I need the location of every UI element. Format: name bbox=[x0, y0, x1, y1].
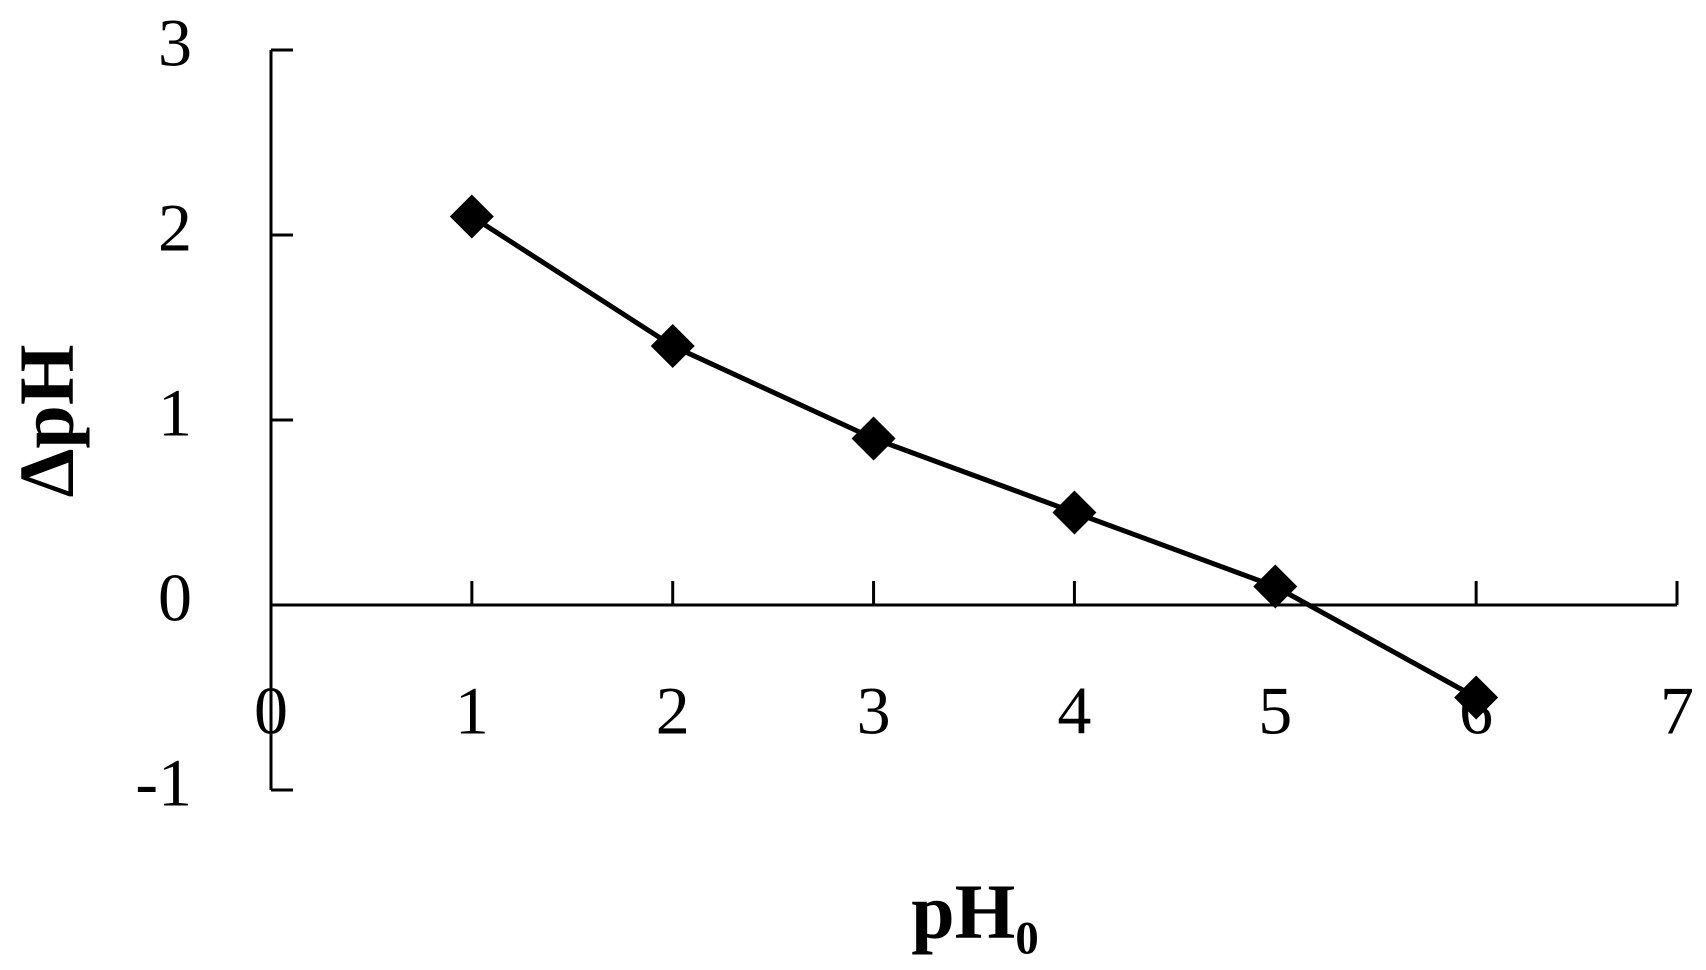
marker bbox=[650, 324, 695, 368]
marker bbox=[449, 194, 494, 239]
y-tick-label: 3 bbox=[158, 5, 192, 81]
x-tick-label: 2 bbox=[656, 673, 690, 749]
x-tick-label: 5 bbox=[1258, 673, 1292, 749]
x-axis-title: pH₀ bbox=[911, 868, 1038, 955]
x-tick-label: 4 bbox=[1057, 673, 1091, 749]
x-tick-label: 1 bbox=[455, 673, 489, 749]
y-tick-label: 1 bbox=[158, 375, 192, 451]
x-tick-label: 7 bbox=[1660, 673, 1694, 749]
marker bbox=[1052, 490, 1097, 535]
marker bbox=[851, 416, 896, 461]
y-tick-label: -1 bbox=[135, 745, 192, 821]
marker bbox=[1454, 675, 1499, 720]
y-tick-label: 2 bbox=[158, 190, 192, 266]
data-line bbox=[470, 214, 1478, 700]
y-axis-title: ΔpH bbox=[3, 345, 90, 498]
x-tick-label: 0 bbox=[254, 673, 288, 749]
x-tick-label: 3 bbox=[857, 673, 891, 749]
marker bbox=[1253, 564, 1298, 609]
y-tick-label: 0 bbox=[158, 560, 192, 636]
